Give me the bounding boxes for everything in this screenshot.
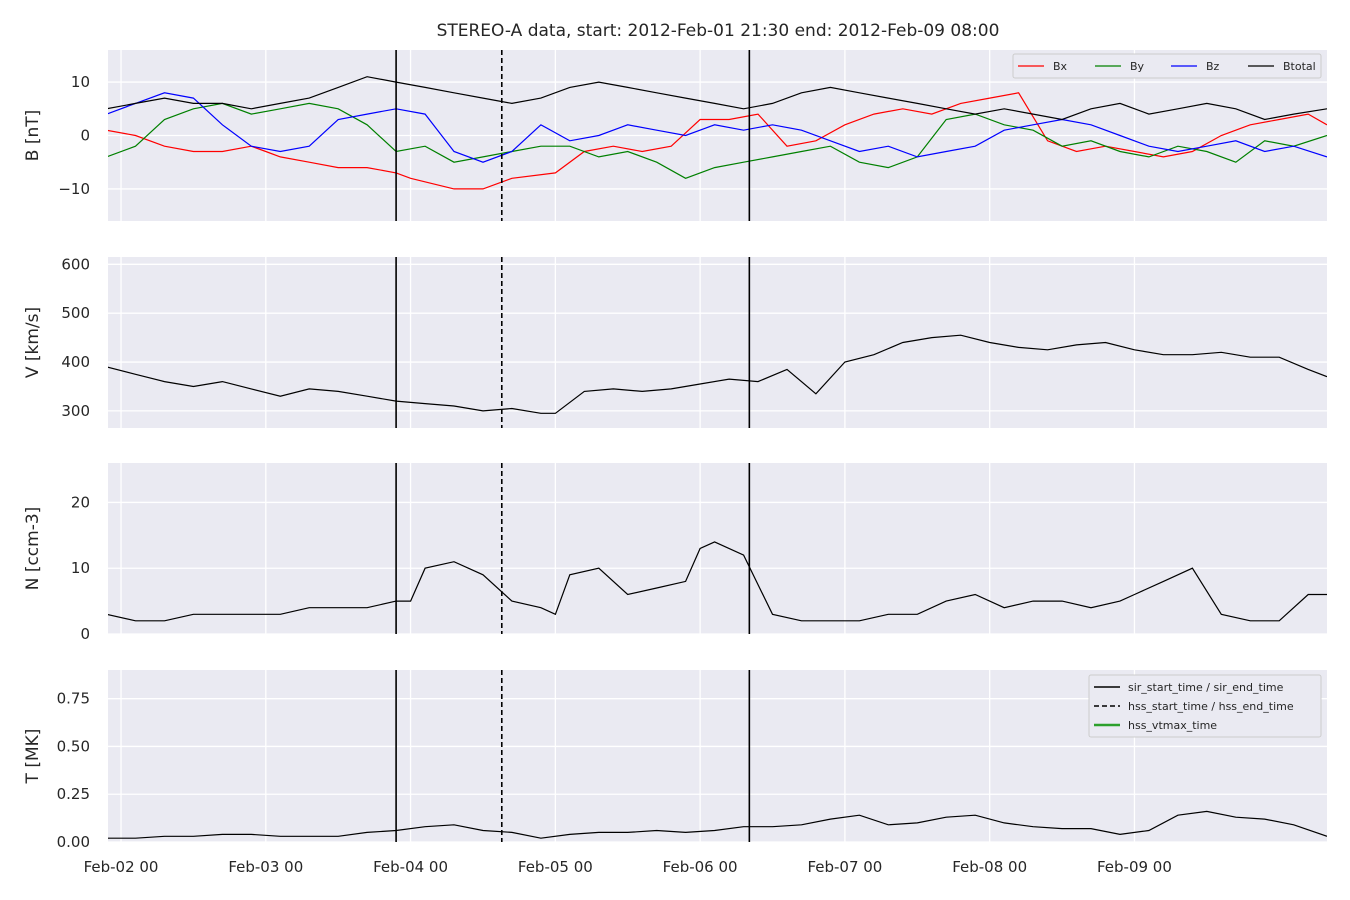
y-tick-label: 10	[71, 73, 90, 91]
series-group	[108, 76, 1327, 190]
y-tick-label: 10	[71, 559, 90, 577]
y-tick-label: 0.00	[57, 833, 90, 851]
y-tick-label: 0	[80, 625, 90, 643]
legend-b-entry: Btotal	[1283, 60, 1316, 73]
legend-t-entry: hss_start_time / hss_end_time	[1128, 700, 1294, 713]
y-tick-label: 600	[61, 255, 90, 273]
series-btotal	[108, 76, 1327, 121]
x-tick-label: Feb-08 00	[952, 858, 1027, 876]
x-tick-label: Feb-04 00	[373, 858, 448, 876]
series-group	[108, 541, 1327, 622]
y-axis-label: T [MK]	[23, 729, 43, 785]
series-v	[108, 334, 1327, 414]
y-tick-label: 400	[61, 353, 90, 371]
y-tick-label: 500	[61, 304, 90, 322]
plot-area	[108, 257, 1327, 428]
legend-t: sir_start_time / sir_end_time hss_start_t…	[1088, 674, 1322, 738]
legend-b: Bx By Bz Btotal	[1012, 53, 1322, 79]
x-tick-label: Feb-09 00	[1097, 858, 1172, 876]
y-tick-label: 0.50	[57, 737, 90, 755]
y-axis-label: N [ccm-3]	[23, 507, 43, 591]
legend-b-entry: Bx	[1053, 60, 1068, 73]
series-by	[108, 102, 1327, 179]
y-tick-label: 300	[61, 402, 90, 420]
series-group	[108, 334, 1327, 414]
series-bx	[108, 92, 1327, 190]
panel-density: 0 10 20 N [ccm-3]	[23, 463, 1327, 643]
x-tick-label: Feb-06 00	[663, 858, 738, 876]
x-tick-label: Feb-02 00	[84, 858, 159, 876]
legend-t-box	[1088, 674, 1322, 738]
series-group	[108, 810, 1327, 839]
legend-t-entry: hss_vtmax_time	[1128, 719, 1217, 732]
series-t	[108, 810, 1327, 839]
y-tick-label: 0.25	[57, 785, 90, 803]
y-tick-label: 0.75	[57, 690, 90, 708]
legend-b-entry: Bz	[1206, 60, 1220, 73]
plot-area	[108, 463, 1327, 634]
series-n	[108, 541, 1327, 622]
figure-title: STEREO-A data, start: 2012-Feb-01 21:30 …	[437, 21, 1000, 41]
x-tick-label: Feb-07 00	[807, 858, 882, 876]
y-axis-label: V [km/s]	[23, 307, 43, 378]
legend-b-entry: By	[1130, 60, 1145, 73]
x-tick-label: Feb-05 00	[518, 858, 593, 876]
legend-t-entry: sir_start_time / sir_end_time	[1128, 681, 1284, 694]
y-tick-label: 0	[80, 127, 90, 145]
y-tick-label: −10	[58, 180, 90, 198]
legend-b-box	[1012, 53, 1322, 79]
x-tick-label: Feb-03 00	[228, 858, 303, 876]
y-axis-label: B [nT]	[23, 110, 43, 162]
series-bz	[108, 92, 1327, 163]
panel-speed: 300 400 500 600 V [km/s]	[23, 255, 1327, 428]
y-tick-label: 20	[71, 493, 90, 511]
